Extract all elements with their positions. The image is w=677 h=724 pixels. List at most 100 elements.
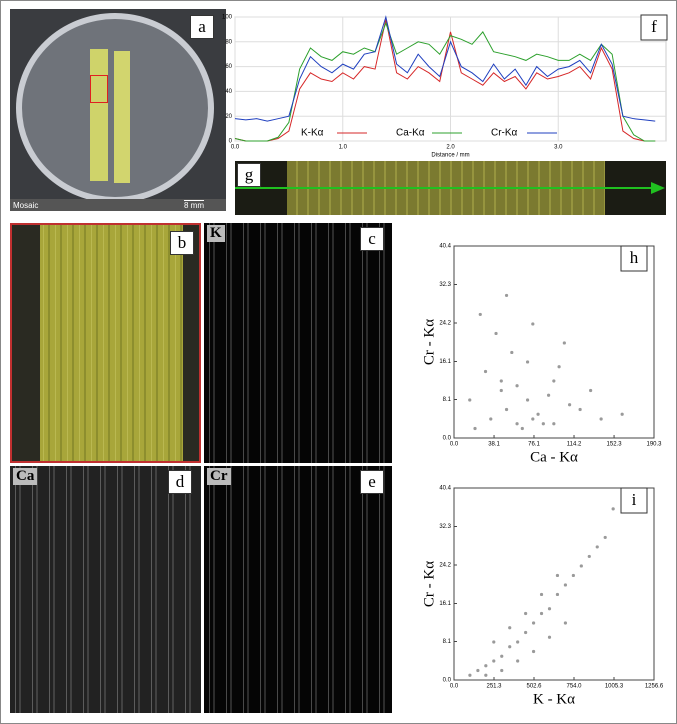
y-tick-label: 40.4 <box>439 486 451 492</box>
point <box>595 545 599 549</box>
y-tick-label: 0.0 <box>443 678 452 684</box>
y-tick-label: 0.0 <box>443 436 452 442</box>
x-axis-label: K - Kα <box>533 691 575 707</box>
leaf-image: b <box>10 223 201 463</box>
cr-map: Cr e <box>204 466 392 713</box>
point <box>531 649 536 654</box>
point <box>516 659 520 663</box>
panel-label: c <box>360 227 384 251</box>
x-tick-label: 502.6 <box>526 684 542 690</box>
point <box>492 659 496 663</box>
x-tick-label: 114.2 <box>567 442 582 448</box>
x-tick-label: 0.0 <box>450 684 459 690</box>
x-tick-label: 251.3 <box>486 684 502 690</box>
point <box>555 592 560 597</box>
point <box>531 417 535 421</box>
scale-label: 8 mm <box>184 200 204 210</box>
x-tick-label: 38.1 <box>488 442 500 448</box>
point <box>515 422 519 426</box>
point <box>525 398 530 402</box>
x-tick-label: 152.3 <box>607 442 623 448</box>
panel-label: f <box>651 17 657 36</box>
point <box>531 621 536 625</box>
point <box>492 640 496 644</box>
y-axis-label: Cr - Kα <box>421 319 437 365</box>
x-axis-label: Ca - Kα <box>530 449 578 465</box>
point <box>524 611 528 616</box>
y-tick-label: 40.4 <box>439 244 451 250</box>
panel-label-box <box>620 487 648 514</box>
point <box>568 403 572 407</box>
y-tick-label: 32.3 <box>439 282 451 288</box>
point <box>546 393 551 397</box>
panel-label: a <box>190 15 214 39</box>
data-line <box>234 19 656 142</box>
panel-label: b <box>170 231 194 255</box>
x-tick-label: 0.0 <box>231 145 240 151</box>
point <box>504 293 509 298</box>
legend-label: Cr-Kα <box>491 128 518 139</box>
y-tick-label: 24.2 <box>439 321 451 327</box>
point <box>524 630 528 635</box>
point <box>541 422 545 426</box>
x-tick-label: 1.0 <box>339 145 348 151</box>
element-label: K <box>207 225 225 242</box>
k-map: K c <box>204 223 392 463</box>
mosaic-image: Mosaic 8 mm a <box>10 9 226 211</box>
point <box>603 535 607 540</box>
x-tick-label: 2.0 <box>446 145 455 151</box>
point <box>473 426 477 431</box>
x-tick-label: 1005.3 <box>605 684 624 690</box>
panel-label: d <box>168 470 192 494</box>
point <box>547 607 552 611</box>
point <box>516 640 520 644</box>
y-tick-label: 0 <box>229 139 233 145</box>
line-scan-image: g <box>235 161 666 215</box>
point <box>579 564 583 568</box>
y-tick-label: 16.1 <box>439 359 451 365</box>
point <box>504 407 509 412</box>
point <box>587 554 591 559</box>
point <box>525 360 530 364</box>
element-label: Ca <box>13 468 38 485</box>
legend-label: K-Kα <box>301 128 324 139</box>
point <box>500 668 504 673</box>
point <box>562 341 566 345</box>
point <box>476 668 480 673</box>
x-tick-label: 0.0 <box>450 442 459 448</box>
point <box>547 635 552 639</box>
point <box>489 417 493 421</box>
point <box>515 384 519 388</box>
point <box>478 312 482 317</box>
point <box>578 407 582 412</box>
panel-label: h <box>630 248 639 267</box>
ca-map: Ca d <box>10 466 201 713</box>
point <box>563 621 568 625</box>
point <box>484 664 488 668</box>
point <box>620 412 624 416</box>
point <box>611 507 615 511</box>
point <box>539 611 544 616</box>
point <box>589 388 593 393</box>
y-tick-label: 32.3 <box>439 524 451 530</box>
plot-area <box>453 487 655 681</box>
point <box>555 573 560 578</box>
plot-area <box>453 245 655 439</box>
y-tick-label: 80 <box>225 39 232 45</box>
x-tick-label: 754.0 <box>566 684 582 690</box>
data-line <box>234 21 656 142</box>
plot-area <box>234 16 667 142</box>
point <box>510 350 514 355</box>
point <box>563 583 568 587</box>
caption: Mosaic <box>13 201 39 210</box>
point <box>520 426 524 431</box>
y-tick-label: 8.1 <box>443 397 452 403</box>
point <box>468 673 472 677</box>
panel-label-box <box>620 245 648 272</box>
point <box>499 388 503 393</box>
panel-label-box <box>640 14 668 41</box>
point <box>494 331 498 336</box>
point <box>552 422 556 426</box>
element-label: Cr <box>207 468 231 485</box>
